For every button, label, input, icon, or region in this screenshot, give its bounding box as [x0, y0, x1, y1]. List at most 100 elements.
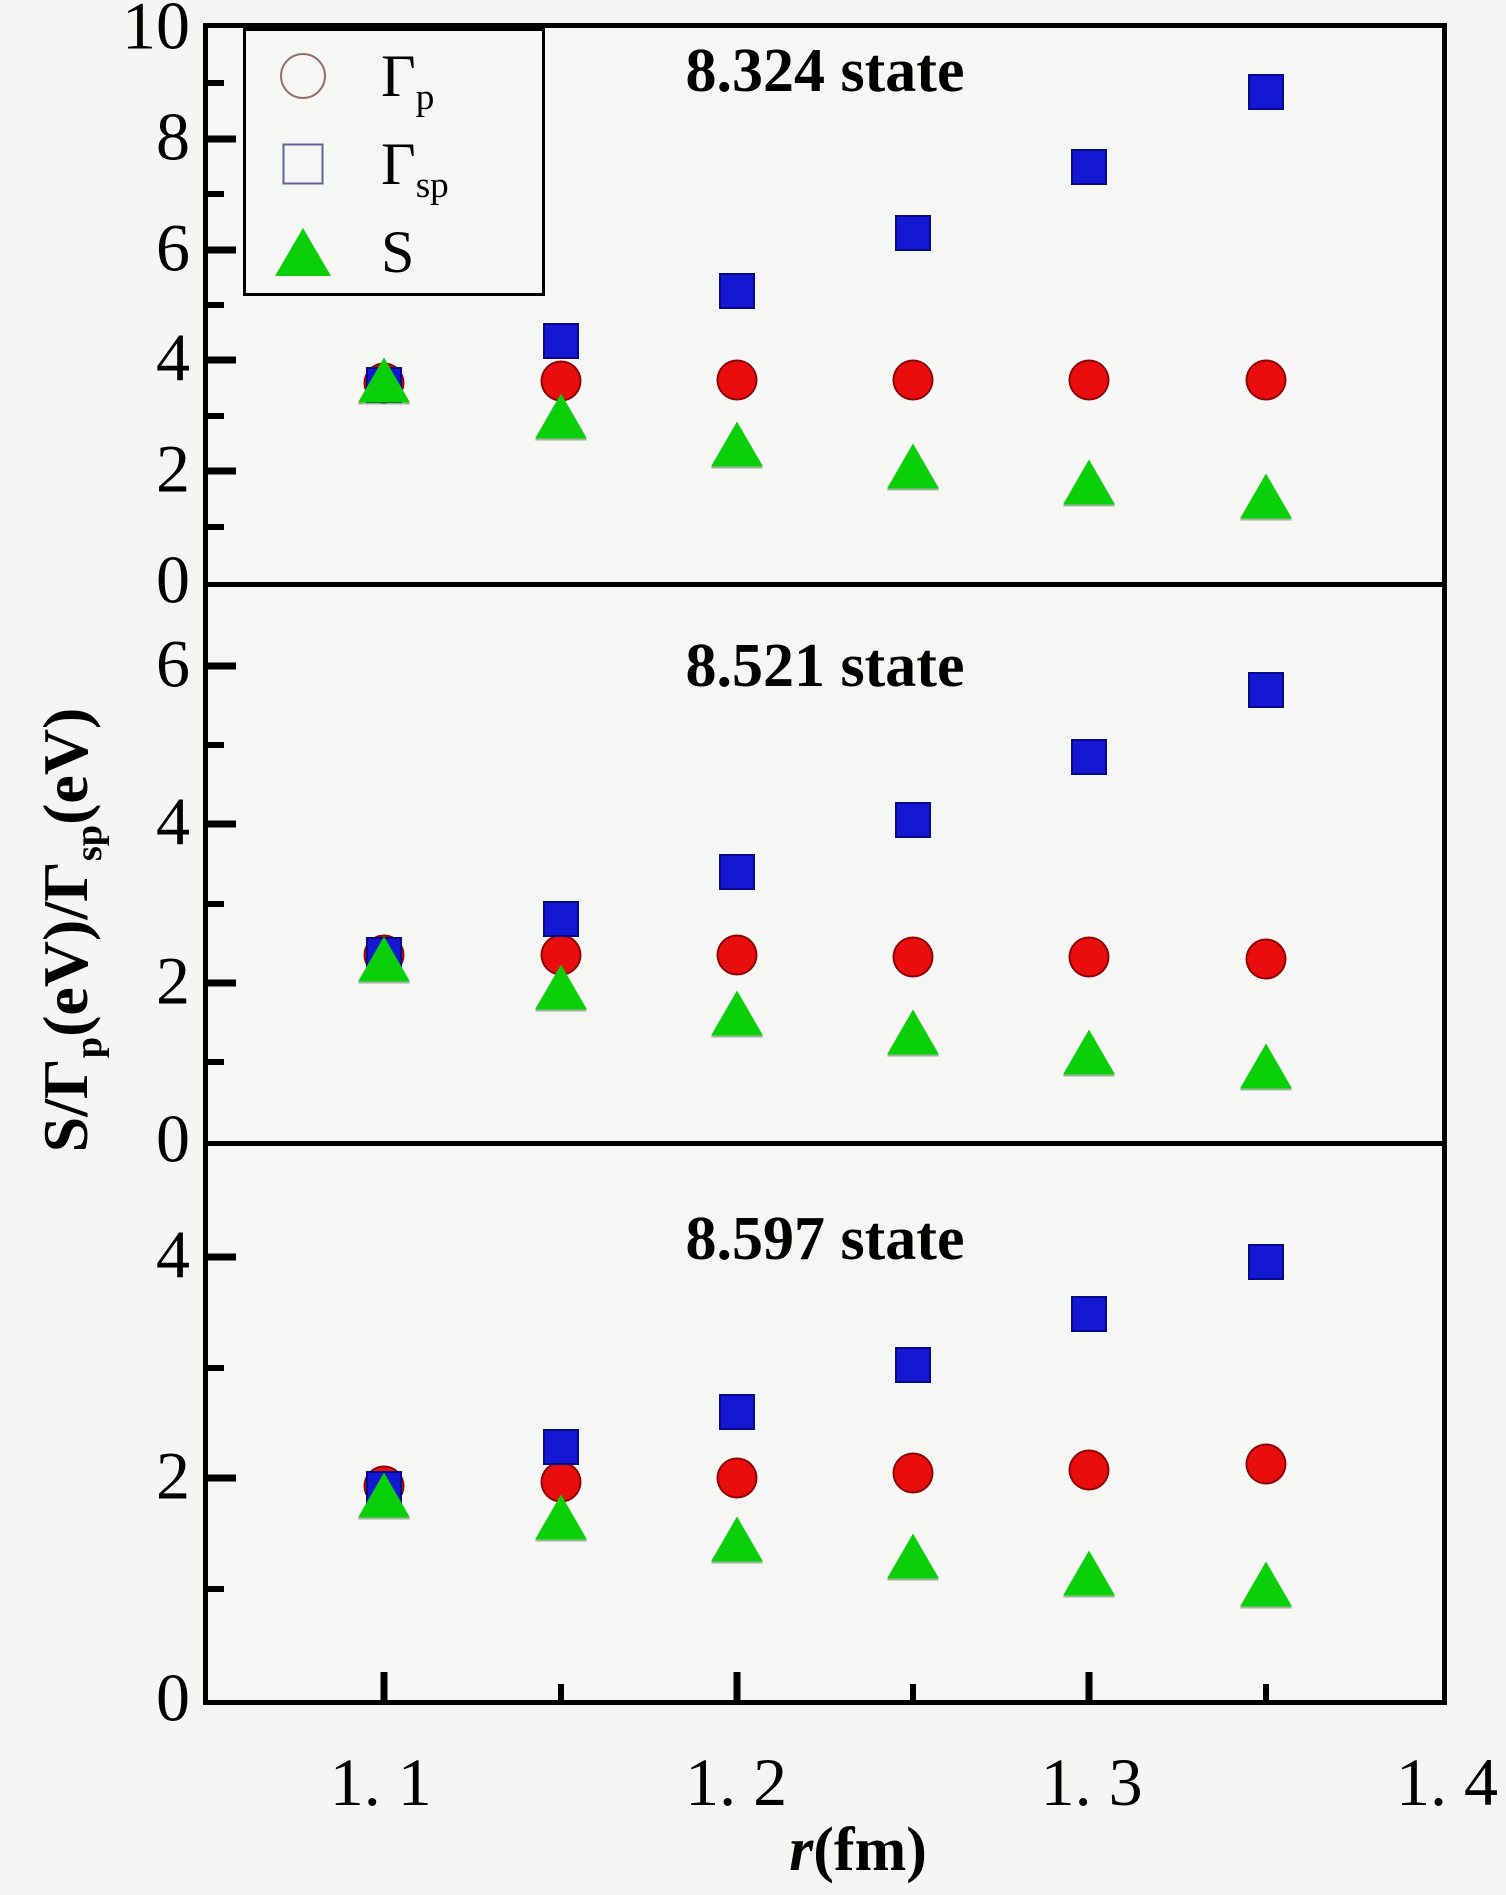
y-tick-label: 4	[156, 319, 190, 396]
y-tick-label: 0	[156, 1100, 190, 1177]
legend-item-s: S	[246, 207, 542, 297]
y-minor-tick	[208, 302, 224, 308]
x-minor-tick	[910, 1684, 917, 1700]
square-data-point	[895, 1347, 932, 1384]
y-tick-label: 10	[122, 0, 190, 64]
square-data-point	[542, 901, 579, 938]
square-data-point	[718, 273, 755, 310]
y-minor-tick	[208, 1586, 224, 1593]
triangle-data-point	[358, 1472, 411, 1518]
legend-item-gamma-p: Γp	[246, 31, 542, 121]
y-major-tick	[208, 662, 236, 670]
y-tick-label: 8	[156, 98, 190, 175]
circle-data-point	[716, 1457, 758, 1499]
y-tick-label: 4	[156, 783, 190, 860]
y-tick-label: 6	[156, 625, 190, 702]
circle-data-point	[1245, 1443, 1287, 1485]
square-data-point	[542, 323, 579, 359]
gamma-symbol: Γ	[30, 861, 101, 902]
triangle-data-point	[887, 1533, 940, 1579]
y-minor-tick	[208, 742, 224, 749]
legend-label: S	[381, 219, 415, 285]
circle-marker-icon	[280, 53, 326, 99]
y-major-tick	[208, 820, 236, 828]
triangle-data-point	[1239, 473, 1292, 519]
square-data-point	[1247, 671, 1284, 708]
y-tick-label: 2	[156, 430, 190, 507]
circle-data-point	[1068, 936, 1110, 978]
circle-data-point	[1068, 1449, 1110, 1491]
y-tick-label: 0	[156, 1659, 190, 1736]
y-title-subscript: p	[67, 1036, 110, 1059]
y-major-tick	[208, 1474, 236, 1482]
square-data-point	[1247, 73, 1284, 110]
triangle-data-point	[710, 421, 763, 466]
triangle-data-point	[534, 1494, 587, 1540]
y-minor-tick	[208, 1364, 224, 1371]
x-minor-tick	[1262, 1684, 1269, 1700]
y-tick-label: 4	[156, 1216, 190, 1293]
panel-title: 8.597 state	[685, 1205, 965, 1273]
x-tick-label: 1. 1	[329, 1744, 432, 1820]
legend-label: Γsp	[381, 131, 449, 206]
legend: Γp Γsp S	[243, 28, 545, 296]
triangle-data-point	[534, 393, 587, 439]
triangle-data-point	[887, 443, 940, 489]
triangle-data-point	[1063, 459, 1116, 505]
triangle-data-point	[534, 964, 587, 1010]
x-tick-label: 1. 4	[1396, 1744, 1498, 1820]
square-data-point	[1071, 1296, 1108, 1333]
circle-data-point	[716, 359, 758, 401]
x-tick-label: 1. 2	[685, 1744, 788, 1820]
square-data-point	[1071, 739, 1108, 776]
y-minor-tick	[208, 523, 224, 530]
y-minor-tick	[208, 191, 224, 198]
y-axis-title: S/Γp(eV)/Γsp(eV)	[30, 708, 110, 1153]
gamma-symbol: Γ	[30, 1058, 101, 1099]
y-minor-tick	[208, 1058, 224, 1065]
triangle-data-point	[358, 936, 411, 982]
triangle-data-point	[1063, 1029, 1116, 1075]
panel-title: 8.521 state	[685, 632, 965, 700]
y-minor-tick	[208, 80, 224, 87]
x-tick-label: 1. 3	[1040, 1744, 1143, 1820]
x-axis-tick-labels: 1. 1 1. 2 1. 3 1. 4	[203, 1744, 1498, 1834]
circle-data-point	[1245, 359, 1287, 401]
panel-8597-state: 8.597 state	[203, 1141, 1447, 1705]
y-tick-label: 6	[156, 208, 190, 285]
x-axis-title: r(fm)	[789, 1816, 927, 1884]
y-tick-label: 0	[156, 541, 190, 618]
y-tick-label: 2	[156, 941, 190, 1018]
square-data-point	[542, 1429, 579, 1466]
y-minor-tick	[208, 900, 224, 907]
triangle-data-point	[1063, 1550, 1116, 1596]
x-title-unit: (fm)	[813, 1816, 927, 1884]
triangle-data-point	[1239, 1043, 1292, 1089]
triangle-data-point	[710, 990, 763, 1036]
square-data-point	[895, 214, 932, 251]
triangle-data-point	[887, 1009, 940, 1055]
triangle-data-point	[1239, 1561, 1292, 1607]
legend-label: Γp	[381, 43, 435, 118]
square-data-point	[895, 802, 932, 839]
square-data-point	[718, 853, 755, 890]
x-major-tick	[733, 1672, 741, 1700]
legend-item-gamma-sp: Γsp	[246, 119, 542, 209]
x-title-variable: r	[789, 1816, 814, 1884]
square-data-point	[718, 1393, 755, 1430]
triangle-marker-icon	[275, 228, 331, 276]
circle-data-point	[1068, 359, 1110, 401]
circle-data-point	[892, 359, 934, 401]
panel-title: 8.324 state	[685, 37, 965, 105]
square-marker-icon	[282, 143, 324, 185]
x-minor-tick	[557, 1684, 564, 1700]
circle-data-point	[1245, 938, 1287, 980]
triangle-data-point	[710, 1516, 763, 1562]
panel-8521-state: 8.521 state	[203, 582, 1447, 1146]
circle-data-point	[892, 936, 934, 978]
y-major-tick	[208, 467, 236, 475]
circle-data-point	[892, 1452, 934, 1494]
y-minor-tick	[208, 412, 224, 419]
square-data-point	[1071, 148, 1108, 185]
